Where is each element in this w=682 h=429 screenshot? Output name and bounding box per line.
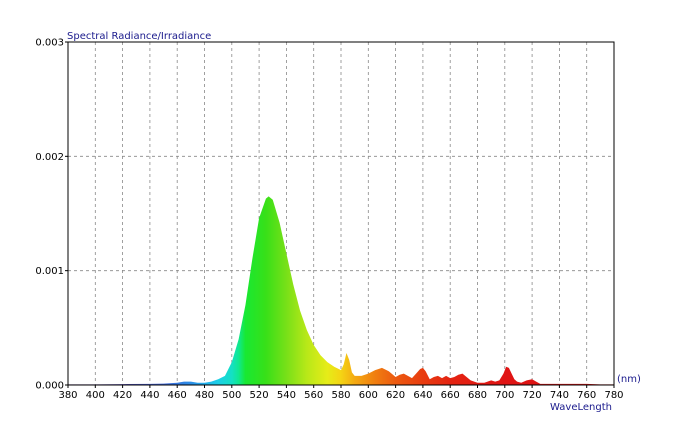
x-tick-label: 640 [413, 390, 432, 401]
grid-lines [68, 41, 614, 385]
y-axis-ticks: 0.000 0.001 0.002 0.003 [35, 38, 68, 392]
x-tick-label: 560 [304, 390, 323, 401]
x-tick-label: 780 [604, 390, 623, 401]
x-tick-label: 520 [250, 390, 269, 401]
x-tick-label: 760 [577, 390, 596, 401]
x-tick-label: 720 [523, 390, 542, 401]
y-tick-label: 0.003 [35, 38, 64, 49]
x-axis-unit: (nm) [617, 374, 641, 385]
x-tick-label: 700 [495, 390, 514, 401]
x-tick-label: 540 [277, 390, 296, 401]
x-tick-label: 440 [140, 390, 159, 401]
x-tick-label: 580 [331, 390, 350, 401]
x-axis-ticks: 380 400 420 440 460 480 500 520 540 560 580 600 620 6… [58, 385, 624, 401]
x-tick-label: 420 [113, 390, 132, 401]
x-tick-label: 680 [468, 390, 487, 401]
y-tick-label: 0.002 [35, 152, 64, 163]
x-tick-label: 500 [222, 390, 241, 401]
x-tick-label: 380 [58, 390, 77, 401]
x-tick-label: 620 [386, 390, 405, 401]
y-tick-label: 0.000 [35, 381, 64, 392]
x-tick-label: 600 [359, 390, 378, 401]
x-tick-label: 660 [441, 390, 460, 401]
chart-title: Spectral Radiance/Irradiance [67, 31, 211, 42]
x-tick-label: 480 [195, 390, 214, 401]
x-tick-label: 400 [86, 390, 105, 401]
y-tick-label: 0.001 [35, 266, 64, 277]
plot-frame [67, 41, 615, 386]
x-tick-label: 740 [550, 390, 569, 401]
x-tick-label: 460 [168, 390, 187, 401]
x-axis-label: WaveLength [550, 402, 612, 413]
